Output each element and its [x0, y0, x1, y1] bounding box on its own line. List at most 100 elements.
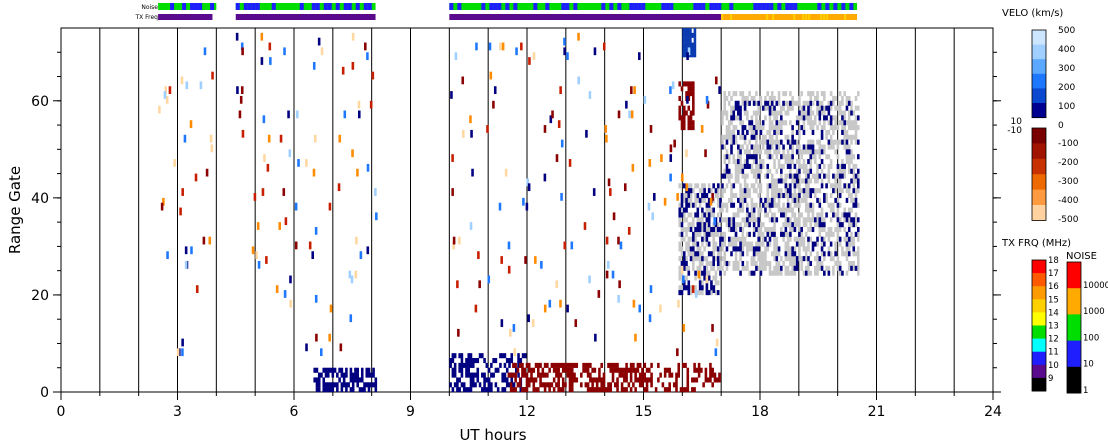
data-cell [757, 173, 760, 179]
data-cell [471, 372, 475, 378]
data-cell [746, 246, 749, 252]
data-cell [555, 280, 558, 289]
data-cell [588, 91, 592, 99]
data-cell [712, 256, 715, 262]
data-cell [595, 387, 599, 393]
data-cell [838, 226, 842, 233]
data-cell [841, 129, 844, 135]
data-cell [643, 377, 647, 383]
data-cell [561, 382, 565, 388]
data-cell [780, 129, 783, 135]
data-cell [820, 105, 824, 111]
noise-legend-tick: 10 [1083, 360, 1094, 370]
data-cell [692, 202, 695, 208]
data-cell [730, 110, 733, 116]
data-cell [564, 362, 567, 368]
data-cell [759, 159, 763, 165]
data-cell [789, 202, 792, 208]
data-cell [696, 251, 700, 257]
data-cell [716, 226, 720, 233]
data-cell [681, 362, 685, 368]
data-cell [743, 222, 747, 228]
data-cell [757, 236, 760, 242]
data-cell [757, 251, 760, 257]
data-cell [583, 222, 587, 230]
noise-segment-cell [481, 3, 486, 10]
data-cell [843, 139, 846, 145]
data-cell [680, 236, 684, 242]
data-cell [716, 202, 720, 208]
data-cell [712, 246, 715, 252]
data-cell [560, 139, 564, 148]
data-cell [181, 188, 184, 196]
data-cell [816, 241, 819, 247]
data-cell [847, 222, 851, 228]
data-cell [534, 256, 537, 264]
data-cell [469, 377, 473, 383]
data-cell [617, 110, 621, 119]
data-cell [854, 125, 858, 131]
data-cell [625, 387, 628, 393]
data-cell [825, 173, 828, 179]
data-cell [741, 231, 745, 237]
data-cell [752, 144, 756, 150]
data-cell [718, 372, 721, 378]
data-cell [789, 217, 792, 223]
data-cell [593, 47, 597, 56]
data-cell [854, 197, 858, 203]
noise-legend-tick: 10000 [1083, 281, 1108, 291]
data-cell [598, 367, 601, 373]
data-cell [857, 260, 860, 267]
data-cell [845, 256, 849, 262]
data-cell [474, 382, 477, 388]
data-cell [809, 95, 813, 101]
data-cell [818, 139, 822, 145]
data-cell [682, 285, 686, 291]
data-cell [813, 217, 817, 223]
data-cell [714, 76, 718, 85]
data-cell [746, 159, 749, 165]
data-cell [714, 193, 718, 199]
data-cell [338, 134, 342, 143]
data-cell [703, 212, 706, 218]
data-cell [727, 159, 731, 165]
noise-legend-tick: 1000 [1083, 307, 1105, 317]
data-cell [811, 154, 815, 160]
data-cell [474, 358, 477, 364]
data-cell [807, 91, 810, 97]
data-cell [686, 382, 690, 388]
data-cell [852, 265, 856, 271]
data-cell [807, 265, 810, 271]
data-cell [838, 173, 842, 179]
data-cell [748, 222, 751, 228]
data-cell [687, 222, 691, 228]
data-cell [616, 362, 619, 368]
data-cell [784, 100, 788, 106]
data-cell [804, 115, 808, 121]
data-cell [586, 367, 590, 373]
data-cell [510, 353, 514, 359]
data-cell [775, 183, 779, 189]
data-cell [727, 222, 731, 228]
data-cell [832, 100, 835, 106]
data-cell [730, 139, 733, 145]
data-cell [746, 222, 749, 228]
data-cell [841, 173, 844, 179]
data-cell [374, 382, 378, 388]
data-cell [687, 120, 691, 126]
noise-segment-cell [561, 3, 566, 10]
data-cell [703, 246, 706, 252]
data-cell [685, 91, 688, 97]
data-cell [734, 134, 738, 140]
data-cell [260, 32, 264, 41]
data-cell [813, 159, 817, 165]
data-cell [694, 202, 697, 208]
noise-segment-cell [311, 3, 316, 10]
data-cell [723, 260, 726, 267]
data-cell [713, 217, 716, 226]
data-cell [451, 367, 455, 373]
data-cell [811, 139, 815, 145]
data-cell [692, 222, 695, 228]
data-cell [645, 367, 649, 373]
data-cell [843, 212, 846, 218]
